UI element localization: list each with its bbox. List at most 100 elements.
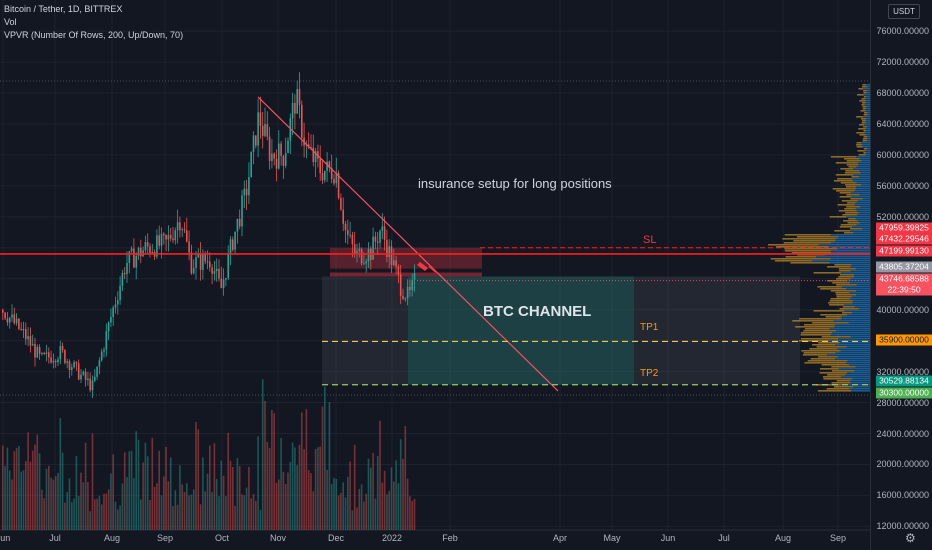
price-tick-label: 40000.00000 <box>876 304 929 315</box>
candle-body <box>367 248 370 262</box>
vpvr-down-bar <box>841 316 870 318</box>
volume-bar <box>110 473 112 530</box>
candle-body <box>59 346 62 360</box>
candle-body <box>381 226 384 231</box>
tp1-annotation[interactable]: TP1 <box>640 322 659 333</box>
price-tick-label: 32000.00000 <box>876 366 929 377</box>
volume-bar <box>59 418 62 530</box>
vpvr-down-bar <box>851 390 870 392</box>
volume-bar <box>273 413 275 530</box>
candle-body <box>335 172 338 184</box>
volume-bar <box>43 498 45 530</box>
vpvr-up-bar <box>856 146 863 148</box>
vpvr-down-bar <box>867 136 870 138</box>
vpvr-up-bar <box>834 264 852 266</box>
candle-body <box>31 344 34 346</box>
candle-body <box>264 124 266 136</box>
volume-bar <box>36 434 39 530</box>
candle-body <box>128 251 131 263</box>
volume-bar <box>6 447 9 530</box>
volume-bar <box>174 490 177 530</box>
vpvr-down-bar <box>866 120 870 122</box>
vpvr-up-bar <box>819 368 839 370</box>
candle-body <box>133 248 135 268</box>
volume-indicator-label[interactable]: Vol <box>4 17 17 27</box>
volume-bar <box>82 482 85 530</box>
volume-bar <box>340 492 342 530</box>
vpvr-up-bar <box>842 214 858 216</box>
volume-bar <box>379 420 381 530</box>
vpvr-up-bar <box>831 370 855 372</box>
vpvr-up-bar <box>830 156 857 158</box>
vpvr-up-bar <box>840 224 857 226</box>
volume-bar <box>383 470 386 530</box>
vpvr-down-bar <box>853 232 870 234</box>
gear-icon[interactable]: ⚙ <box>905 531 916 545</box>
vpvr-up-bar <box>830 298 851 300</box>
vpvr-up-bar <box>816 346 847 348</box>
volume-bar <box>192 489 195 530</box>
volume-bar <box>301 412 303 530</box>
channel-annotation[interactable]: BTC CHANNEL <box>483 303 592 320</box>
setup-annotation[interactable]: insurance setup for long positions <box>418 176 612 191</box>
vpvr-up-bar <box>792 320 834 322</box>
currency-button[interactable]: USDT <box>888 4 920 19</box>
vpvr-up-bar <box>839 226 853 228</box>
vpvr-down-bar <box>829 328 870 330</box>
candle-body <box>197 253 200 258</box>
tp2-annotation[interactable]: TP2 <box>640 368 659 379</box>
vpvr-down-bar <box>854 274 870 276</box>
vpvr-up-bar <box>844 232 854 234</box>
volume-bar <box>73 498 75 530</box>
volume-bar <box>411 500 413 530</box>
vpvr-down-bar <box>830 234 870 236</box>
vpvr-down-bar <box>837 356 870 358</box>
time-tick-label: Aug <box>774 533 792 543</box>
vpvr-up-bar <box>842 306 855 308</box>
price-label: 47199.99130 <box>876 245 932 257</box>
volume-bar <box>365 493 367 530</box>
vpvr-down-bar <box>848 322 870 324</box>
vpvr-down-bar <box>841 376 870 378</box>
time-tick-label: Aug <box>103 533 121 543</box>
vpvr-up-bar <box>847 202 856 204</box>
volume-bar <box>153 486 156 530</box>
candle-body <box>91 380 94 391</box>
vpvr-up-bar <box>820 288 847 290</box>
volume-bar <box>38 453 41 530</box>
candle-body <box>294 102 296 114</box>
vpvr-down-bar <box>856 210 870 212</box>
vpvr-down-bar <box>855 294 870 296</box>
candle-body <box>36 346 39 358</box>
sl-annotation[interactable]: SL <box>643 234 657 246</box>
vpvr-down-bar <box>862 146 870 148</box>
volume-bar <box>330 484 333 530</box>
vpvr-down-bar <box>847 360 870 362</box>
vpvr-down-bar <box>839 342 870 344</box>
candle-body <box>195 257 197 268</box>
vpvr-up-bar <box>821 336 851 338</box>
vpvr-down-bar <box>855 218 870 220</box>
candle-body <box>337 172 340 198</box>
vpvr-up-bar <box>861 118 867 120</box>
vpvr-up-bar <box>818 342 840 344</box>
vpvr-down-bar <box>850 298 870 300</box>
candle-body <box>312 147 315 163</box>
candle-body <box>211 267 213 274</box>
volume-bar <box>294 447 296 530</box>
candle-body <box>121 273 124 286</box>
vpvr-down-bar <box>859 222 870 224</box>
candle-body <box>218 268 220 279</box>
vpvr-indicator-label[interactable]: VPVR (Number Of Rows, 200, Up/Down, 70) <box>4 30 184 40</box>
volume-bar <box>80 472 82 530</box>
price-tick-label: 56000.00000 <box>876 180 929 191</box>
vpvr-down-bar <box>816 256 870 258</box>
vpvr-up-bar <box>863 152 867 154</box>
volume-bar <box>252 493 255 530</box>
vpvr-up-bar <box>849 228 863 230</box>
vpvr-down-bar <box>867 138 870 140</box>
volume-bar <box>370 467 372 530</box>
candle-body <box>411 279 413 291</box>
